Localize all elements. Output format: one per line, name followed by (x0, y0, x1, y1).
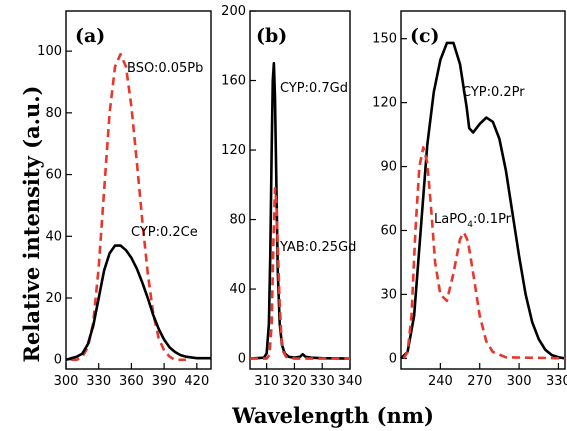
panel-b-y-tick-label: 160 (221, 74, 246, 89)
panel-a-y-tick-label: 100 (37, 44, 62, 59)
panel-b-x-tick-label: 310 (254, 374, 279, 389)
panel-b-series-black-solid-line (249, 61, 351, 360)
panel-b-y-tick-label: 80 (229, 213, 246, 228)
panel-b-series-red-dashed-line (250, 186, 350, 360)
panel-c-frame (400, 10, 566, 370)
panel-a-y-tick-label: 20 (45, 291, 62, 306)
panel-c-x-tick-label: 330 (546, 374, 567, 389)
panel-a-x-tick-label: 390 (152, 374, 177, 389)
panel-c-y-tick-label: 120 (372, 96, 397, 111)
panel-b-x-tick-label: 320 (282, 374, 307, 389)
panel-a-x-tick-label: 300 (54, 374, 79, 389)
panel-a-y-tick-label: 40 (45, 229, 62, 244)
panel-b-y-tick-label: 120 (221, 143, 246, 158)
panel-b-y-tick-label: 0 (238, 352, 246, 367)
panel-c-label: (c) (410, 25, 440, 47)
panel-c-ticks: 240 270 300 330 0 30 60 90 120 150 (372, 32, 567, 389)
panel-c-series-black-solid-line (400, 41, 566, 360)
panel-b-y-tick-label: 200 (221, 4, 246, 19)
panel-c-x-tick-label: 240 (428, 374, 453, 389)
panel-b-series (249, 61, 351, 360)
panel-a-x-tick-label: 360 (119, 374, 144, 389)
panel-c-annotation-lapo-rest: :0.1Pr (473, 212, 512, 227)
panel-a-y-tick-label: 80 (45, 106, 62, 121)
panel-c-annotation-lapo: LaPO4:0.1Pr (434, 212, 512, 230)
panel-b: 310 320 330 340 0 40 80 120 160 200 (b) CYP:0.7Gd… (221, 4, 362, 389)
panel-b-label: (b) (256, 25, 287, 47)
panel-a-label: (a) (75, 25, 105, 47)
panel-a-y-tick-label: 0 (54, 353, 62, 368)
panel-a-x-tick-label: 330 (86, 374, 111, 389)
panel-b-ticks: 310 320 330 340 0 40 80 120 160 200 (221, 4, 362, 389)
panel-b-x-tick-label: 330 (310, 374, 335, 389)
panel-a-frame (65, 10, 212, 370)
panel-b-annotation-cyp: CYP:0.7Gd (280, 81, 348, 96)
panel-a-ticks: 300 330 360 390 420 0 20 40 60 80 100 (37, 44, 209, 389)
panel-c-y-tick-label: 90 (380, 160, 397, 175)
panel-c-y-tick-label: 30 (380, 287, 397, 302)
panel-c-series (400, 41, 566, 360)
panel-c-y-tick-label: 0 (389, 351, 397, 366)
panel-b-annotation-yab: YAB:0.25Gd (279, 240, 356, 255)
panel-a-annotation-cyp: CYP:0.2Ce (131, 225, 198, 240)
panel-c-y-tick-label: 150 (372, 32, 397, 47)
panel-a-y-tick-label: 60 (45, 168, 62, 183)
panel-c-x-tick-label: 270 (467, 374, 492, 389)
panel-c-annotation-cyp: CYP:0.2Pr (462, 85, 525, 100)
panel-c-y-tick-label: 60 (380, 223, 397, 238)
panel-a-series-black-solid-line (65, 244, 211, 361)
panel-a-series-red-dashed-line (71, 52, 186, 362)
panel-c-annotation-lapo-subscript: 4 (467, 220, 473, 230)
panel-a: 300 330 360 390 420 0 20 40 60 80 100 (a) BSO:0.05… (37, 10, 212, 389)
panel-b-frame (249, 10, 351, 370)
panel-a-x-tick-label: 420 (184, 374, 209, 389)
panel-b-y-tick-label: 40 (229, 282, 246, 297)
panel-a-series (65, 52, 211, 362)
panel-b-x-tick-label: 340 (338, 374, 363, 389)
panel-c-x-tick-label: 300 (507, 374, 532, 389)
x-axis-title: Wavelength (nm) (231, 403, 434, 428)
panel-a-annotation-bso: BSO:0.05Pb (127, 61, 203, 76)
panel-c-annotation-lapo-base: LaPO (434, 212, 467, 227)
panel-c-series-red-dashed-line (402, 146, 566, 360)
y-axis-title: Relative intensity (a.u.) (19, 86, 44, 363)
